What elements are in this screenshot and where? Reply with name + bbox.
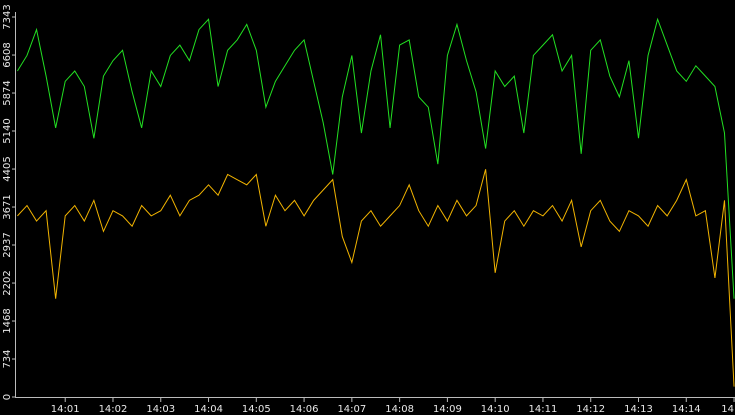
y-tick-label: 0 [2,394,13,400]
series-line [17,17,735,299]
x-tick-label: 14:10 [481,404,510,415]
y-tick-label: 1468 [2,308,13,333]
x-tick-label: 14:01 [51,404,80,415]
x-tick-label: 14:13 [624,404,653,415]
x-tick-label: 14:05 [242,404,271,415]
x-tick-label: 14:06 [290,404,319,415]
series-line [17,169,735,387]
x-tick-label: 14:03 [146,404,175,415]
y-tick-label: 6608 [2,42,13,67]
y-tick-label: 4405 [2,156,13,181]
x-tick-label: 14:11 [529,404,558,415]
x-tick-label: 14:04 [194,404,223,415]
y-tick-label: 7343 [2,4,13,29]
y-tick-label: 2937 [2,232,13,257]
y-tick-label: 3671 [2,194,13,219]
x-tick-label: 14:09 [433,404,462,415]
x-tick-label: 14:12 [576,404,605,415]
y-tick-label: 734 [2,349,13,368]
x-tick-label: 14:07 [337,404,366,415]
y-tick-label: 5140 [2,118,13,143]
y-tick-label: 5874 [2,80,13,105]
x-tick-label: 14:08 [385,404,414,415]
x-tick-label: 14:14 [672,404,701,415]
x-tick-label: 14 [721,404,734,415]
y-tick-label: 2202 [2,270,13,295]
x-tick-label: 14:02 [99,404,128,415]
